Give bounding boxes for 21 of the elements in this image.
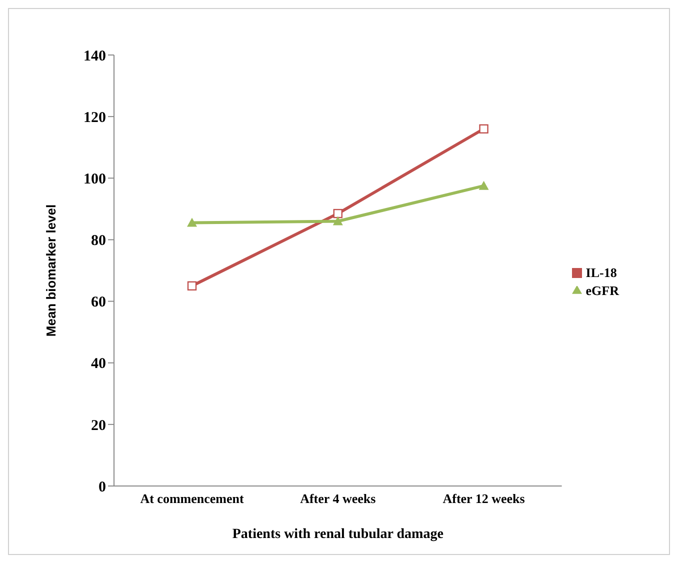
point: [187, 218, 197, 227]
y-tick-label: 0: [98, 479, 106, 496]
x-tick-label: At commencement: [140, 491, 244, 506]
legend-label: eGFR: [586, 282, 619, 298]
y-tick-label: 60: [91, 294, 106, 311]
point: [187, 281, 197, 290]
point: [332, 216, 343, 226]
y-tick-label: 120: [84, 110, 106, 126]
point: [479, 124, 488, 134]
y-tick-label: 40: [91, 356, 106, 372]
x-tick-label: After 12 weeks: [442, 491, 525, 506]
legend-label: IL-18: [586, 264, 617, 280]
point: [478, 180, 489, 190]
y-tick-label: 140: [84, 48, 106, 64]
y-tick-label: 100: [84, 171, 106, 188]
y-tick-label: 80: [91, 233, 106, 250]
y-axis-title: Mean biomarker level: [44, 204, 59, 337]
x-tick-label: After 4 weeks: [300, 491, 376, 506]
point: [333, 208, 342, 218]
y-tick-label: 20: [91, 418, 106, 434]
x-axis-title: Patients with renal tubular damage: [232, 527, 444, 542]
